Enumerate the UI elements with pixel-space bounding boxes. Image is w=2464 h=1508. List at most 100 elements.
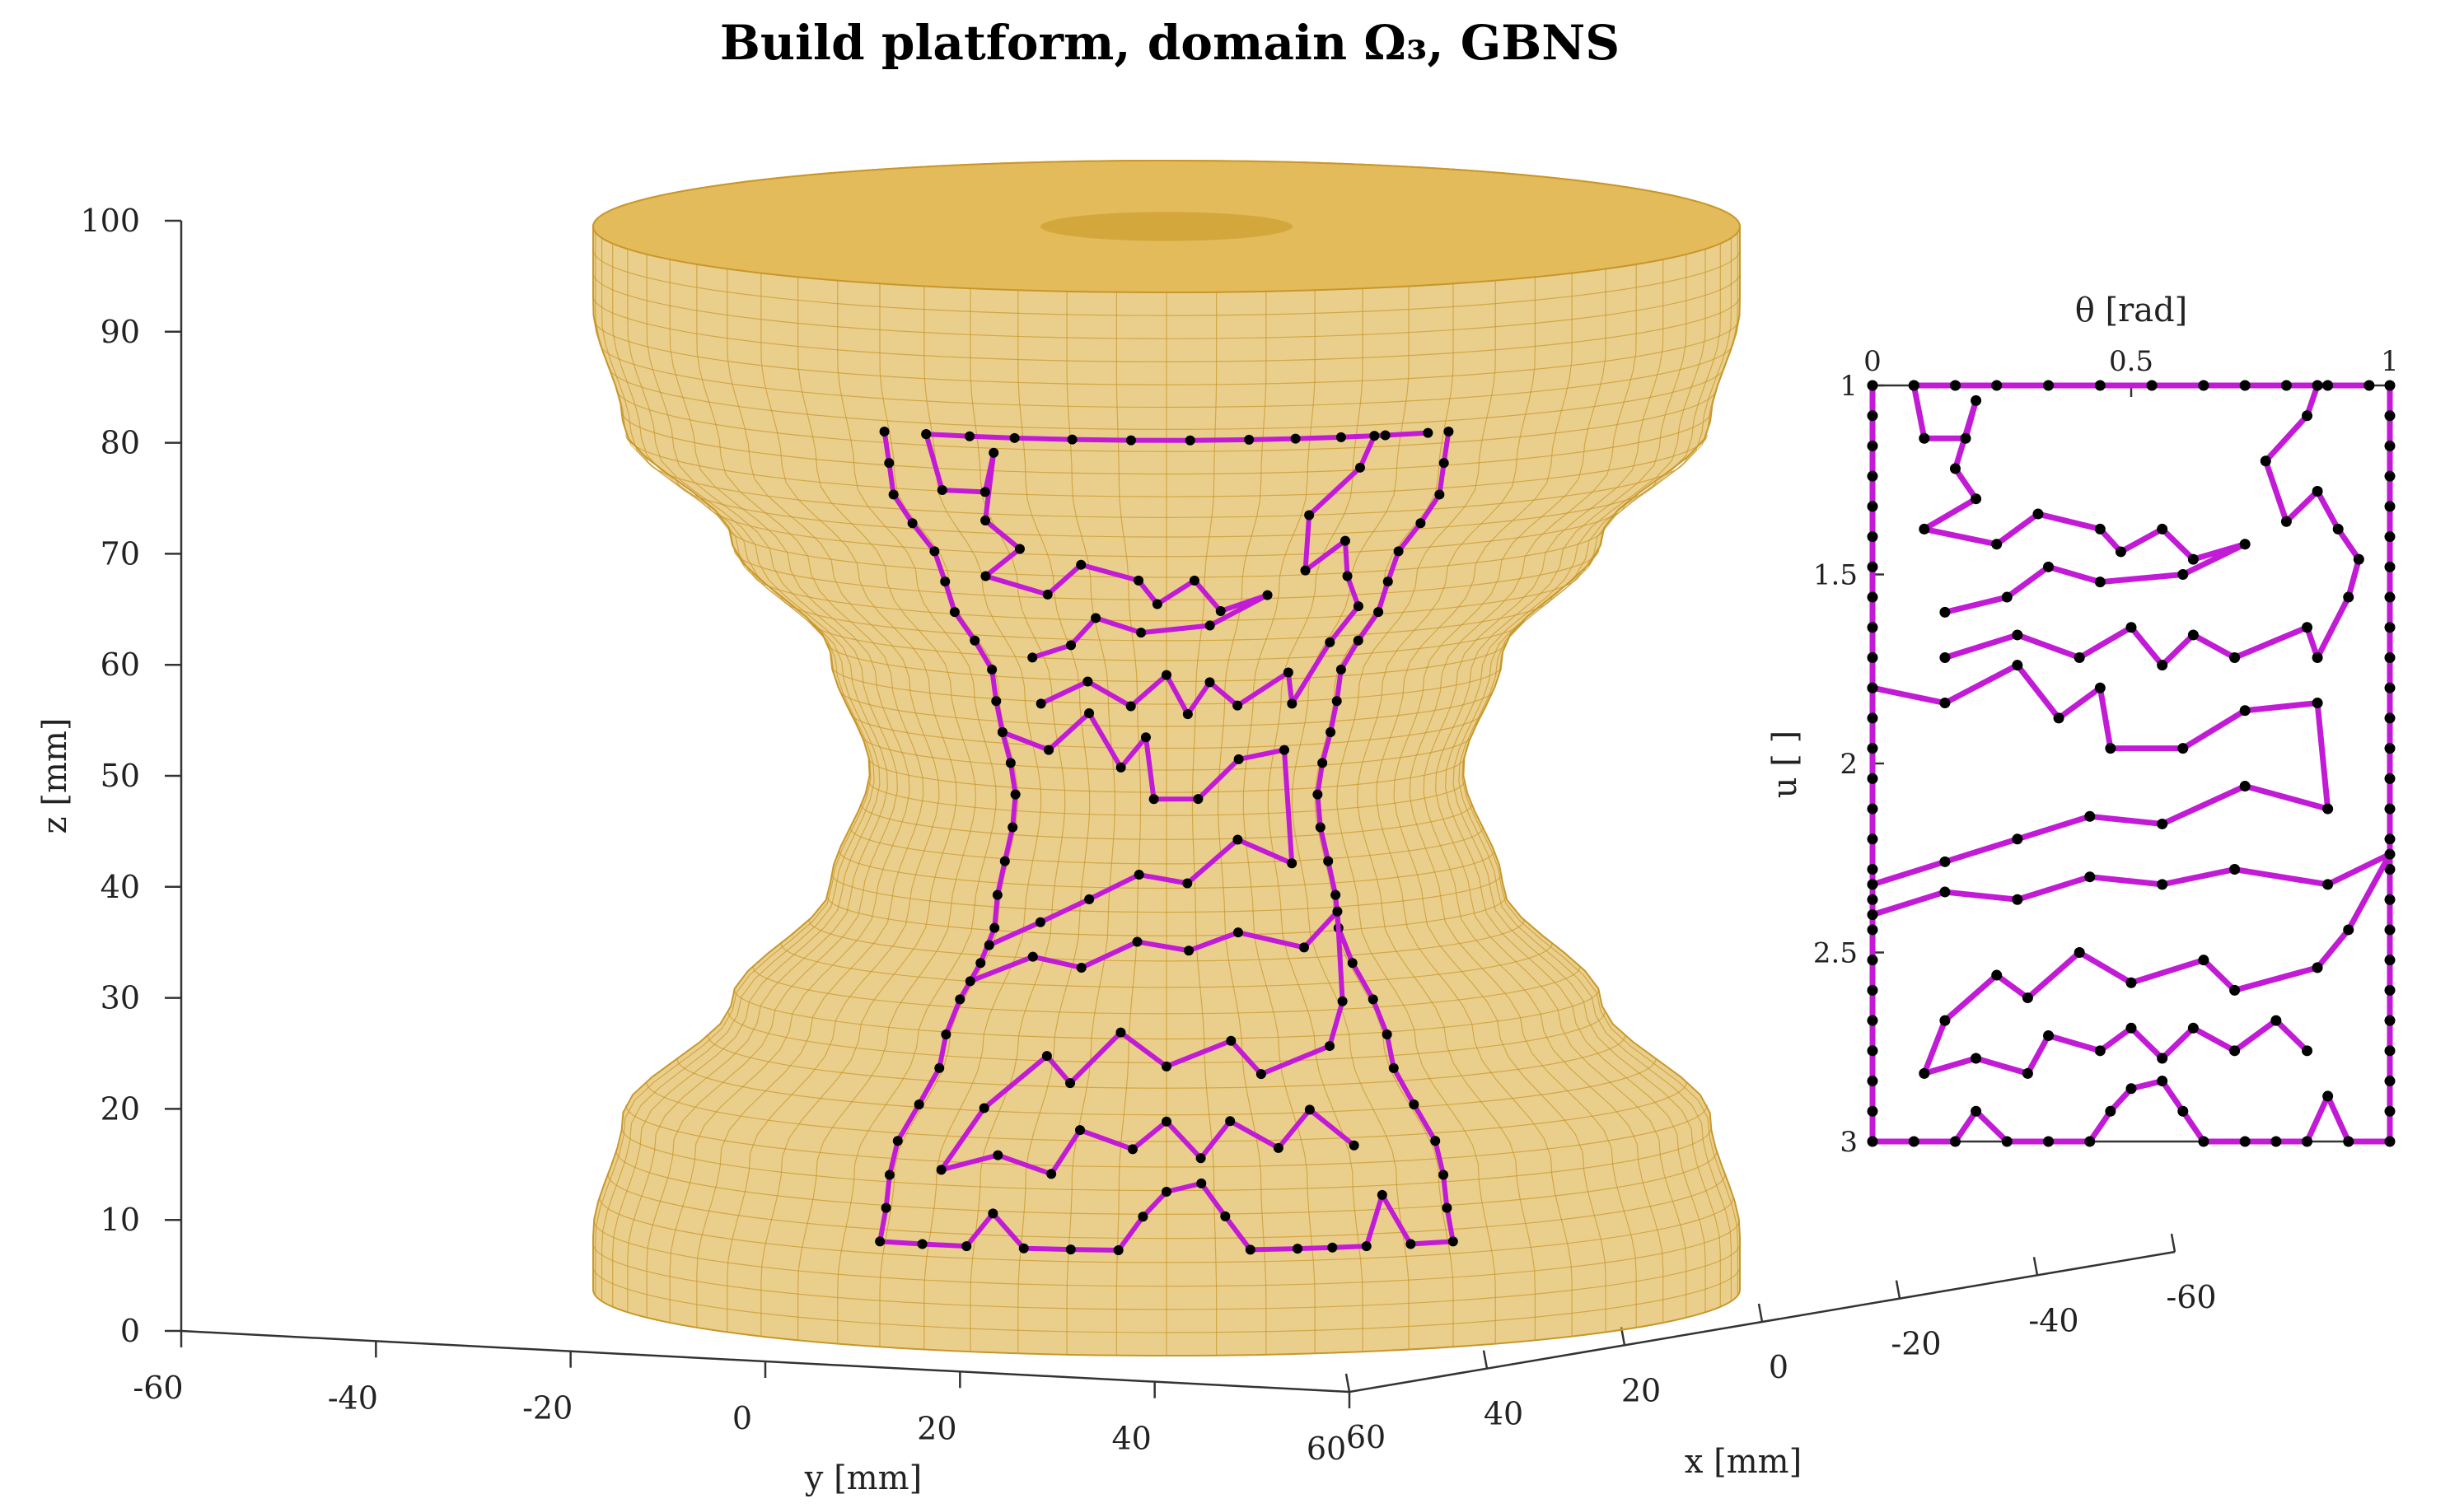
mesh-meridian <box>1445 249 1706 1313</box>
toolpath-3d-point <box>1279 745 1289 755</box>
toolpath-3d-point <box>989 922 1000 933</box>
x-axis-label: x [mm] <box>1685 1443 1802 1481</box>
inset-point <box>1867 894 1878 905</box>
toolpath-3d-point <box>1065 1078 1076 1089</box>
mesh-meridian <box>1267 288 1363 1352</box>
inset-point <box>2084 871 2096 883</box>
inset-point <box>2105 743 2116 754</box>
inset-x-tick-label: 0 <box>1863 345 1882 378</box>
x-tick-mark <box>1482 1350 1489 1369</box>
toolpath-3d-point <box>1162 1061 1171 1071</box>
toolpath-3d-point <box>1134 870 1144 880</box>
toolpath-3d-point <box>975 958 986 969</box>
toolpath-3d-point <box>1262 590 1273 600</box>
inset-point <box>1939 606 1951 618</box>
inset-point <box>1991 539 2003 550</box>
toolpath-3d-point <box>917 1239 928 1249</box>
inset-point <box>2229 651 2241 663</box>
toolpath-3d-point <box>1337 996 1348 1006</box>
inset-point <box>1867 531 1878 543</box>
mesh-meridian <box>1376 273 1573 1337</box>
toolpath-3d-point <box>1162 1186 1171 1197</box>
inset-point <box>2384 682 2396 693</box>
inset-x-tick-label: 1 <box>2381 345 2399 378</box>
toolpath-3d-point <box>1335 432 1346 442</box>
inset-point <box>1971 1053 1982 1064</box>
toolpath-3d-point <box>1027 951 1038 962</box>
inset-x-tick-label: 0.5 <box>2109 345 2153 378</box>
inset-point <box>2384 773 2396 784</box>
toolpath-3d-point <box>949 607 960 618</box>
inset-point <box>2229 1045 2241 1057</box>
toolpath-3d-point <box>1084 894 1095 904</box>
inset-point <box>2343 591 2354 603</box>
inset-point <box>1971 493 1982 505</box>
mesh-meridian <box>727 268 940 1333</box>
toolpath-3d-point <box>1009 432 1020 443</box>
mesh-meridian <box>627 249 888 1313</box>
toolpath-3d-point <box>1393 546 1404 557</box>
toolpath-3d-point <box>1354 462 1365 473</box>
inset-point <box>2384 622 2396 633</box>
toolpath-3d-point <box>1349 1140 1359 1151</box>
inset-point <box>2384 712 2396 724</box>
inset-point <box>2384 1136 2396 1147</box>
inset-point <box>2384 1076 2396 1087</box>
y-tick-label: 60 <box>1307 1431 1346 1467</box>
mesh-meridian <box>669 259 910 1324</box>
toolpath-3d-point <box>1430 1136 1441 1146</box>
toolpath-3d-point <box>1377 1189 1387 1200</box>
inset-point <box>2177 569 2189 580</box>
inset-point <box>2157 660 2168 671</box>
toolpath-3d-point <box>1409 1099 1419 1109</box>
inset-point <box>2146 380 2158 391</box>
y-tick-label: 40 <box>1111 1421 1151 1457</box>
toolpath-3d-point <box>1405 1239 1416 1249</box>
toolpath-3d-point <box>1434 489 1445 500</box>
toolpath-3d-point <box>1046 1169 1057 1179</box>
toolpath-3d-point <box>1438 1170 1449 1180</box>
inset-x-ticks: 0 0.5 1 <box>1863 345 2399 397</box>
inset-point <box>2157 818 2168 829</box>
toolpath-3d-point <box>1065 1244 1076 1255</box>
z-tick-label: 60 <box>101 647 140 683</box>
x-tick-mark <box>1757 1303 1764 1323</box>
inset-point <box>2239 539 2251 550</box>
toolpath-3d-point <box>1347 958 1358 969</box>
inset-point <box>2384 531 2396 543</box>
inset-point <box>1867 803 1878 815</box>
inset-point <box>2312 698 2323 709</box>
inset-point <box>2125 1022 2137 1034</box>
mesh-meridian <box>1458 237 1732 1301</box>
toolpath-3d-point <box>1014 544 1025 554</box>
inset-y-tick-label: 2.5 <box>1813 937 1858 970</box>
inset-y-label: u [ ] <box>1766 731 1804 798</box>
inset-point <box>2012 660 2023 671</box>
mesh-meridian <box>879 283 1019 1347</box>
toolpath-3d-point <box>999 856 1010 866</box>
toolpath-3d-point <box>1287 858 1297 869</box>
toolpath-3d-point <box>1127 1144 1138 1155</box>
inset-point <box>2384 833 2396 845</box>
toolpath-3d-point <box>991 696 1002 707</box>
inset-point <box>2353 553 2364 565</box>
inset-point <box>1971 395 1982 406</box>
mesh-meridian <box>1291 286 1410 1350</box>
toolpath-3d-point <box>1115 762 1126 773</box>
inset-point <box>2043 380 2055 391</box>
toolpath-3d-point <box>1204 620 1215 631</box>
inset-point <box>2157 523 2168 535</box>
mesh-meridian <box>837 280 997 1344</box>
z-tick-label: 50 <box>101 758 140 794</box>
toolpath-3d-point <box>1331 696 1342 707</box>
mesh-meridian <box>1423 259 1664 1324</box>
surface-top-center <box>1040 212 1293 241</box>
inset-point <box>1991 969 2003 981</box>
inset-point <box>1939 856 1951 867</box>
inset-point <box>2157 1053 2168 1064</box>
toolpath-3d-point <box>1195 1153 1206 1164</box>
toolpath-3d-point <box>1423 427 1433 438</box>
inset-point <box>2074 651 2085 663</box>
toolpath-3d-point <box>892 1136 903 1146</box>
